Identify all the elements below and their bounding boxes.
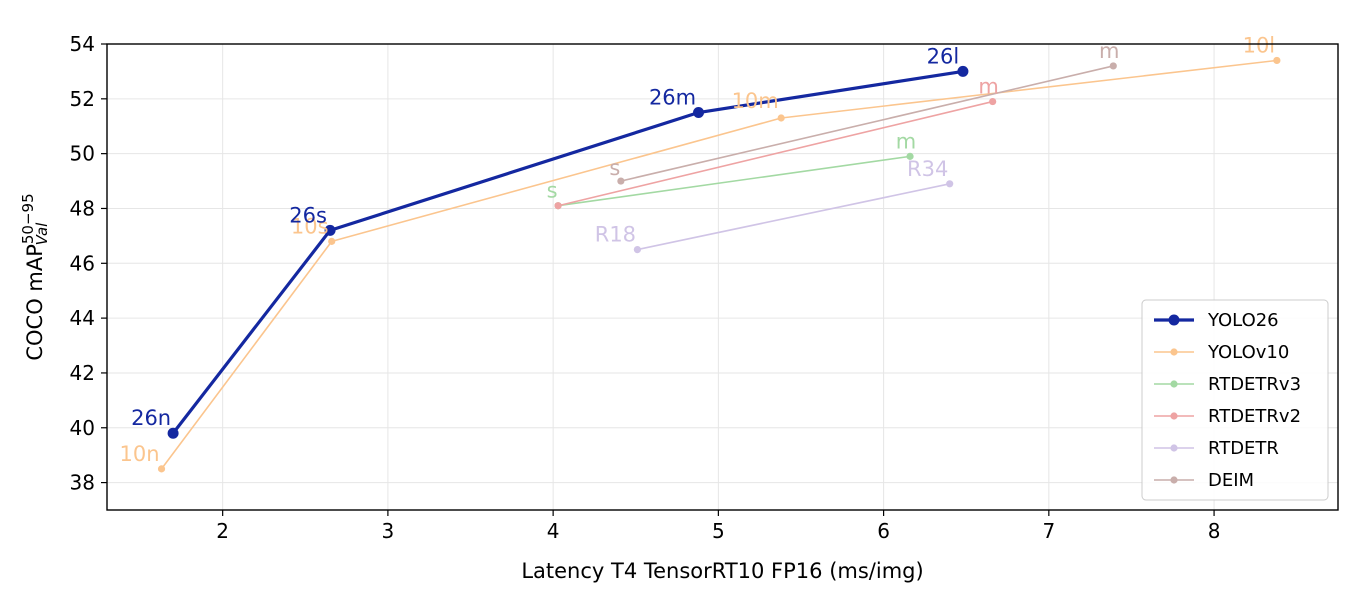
series-layer: [157, 56, 1281, 473]
point-label-yolo26-2: 26m: [649, 86, 696, 110]
legend-label-rtdetrv2: RTDETRv2: [1208, 406, 1301, 427]
data-point-yolo26-1: [324, 224, 336, 236]
legend-label-yolo26: YOLO26: [1207, 310, 1279, 331]
data-point-rtdetr-0: [633, 245, 642, 254]
point-label-rtdetrv2-1: m: [978, 75, 998, 99]
y-tick-label-40: 40: [70, 416, 95, 440]
data-point-rtdetrv2-0: [554, 202, 562, 210]
point-label-yolov10-0: 10n: [120, 442, 160, 466]
legend-marker-yolov10: [1170, 348, 1178, 356]
axes: 2 3 4 5 6 7 8 38 40 42 44 46 48 50 52 54 Latency T4 Tens…: [19, 32, 1339, 583]
series-line-yolo26: [171, 69, 965, 435]
legend-label-deim: DEIM: [1208, 470, 1254, 491]
point-label-yolov10-3: 10l: [1243, 33, 1276, 57]
y-tick-label-44: 44: [70, 306, 95, 330]
point-label-rtdetrv3-1: m: [896, 129, 916, 153]
legend-marker-rtdetr: [1170, 444, 1178, 452]
x-tick-label-6: 6: [877, 519, 890, 543]
y-tick-label-46: 46: [70, 251, 95, 275]
x-tick-label-5: 5: [712, 519, 725, 543]
point-label-yolov10-2: 10m: [732, 89, 779, 113]
x-tick-label-3: 3: [382, 519, 395, 543]
y-axis-label: COCO mAP50−95Val: [19, 193, 51, 360]
legend-marker-rtdetrv3: [1170, 380, 1178, 388]
x-tick-label-4: 4: [547, 519, 560, 543]
legend-marker-yolo26: [1168, 314, 1180, 326]
x-axis-label: Latency T4 TensorRT10 FP16 (ms/img): [521, 559, 923, 583]
y-tick-label-38: 38: [70, 471, 95, 495]
point-label-yolo26-0: 26n: [131, 406, 171, 430]
y-axis-label-superscript: 50−95: [19, 193, 37, 244]
legend-label-rtdetr: RTDETR: [1208, 438, 1279, 459]
data-point-yolo26-0: [167, 427, 179, 439]
y-tick-label-48: 48: [70, 196, 95, 220]
legend-label-rtdetrv3: RTDETRv3: [1208, 374, 1301, 395]
series-line-rtdetr: [636, 183, 951, 251]
series-line-rtdetrv2: [557, 100, 994, 207]
point-label-yolo26-3: 26l: [927, 44, 960, 68]
x-tick-label-8: 8: [1208, 519, 1221, 543]
legend-marker-deim: [1170, 476, 1178, 484]
legend-box: [1141, 299, 1329, 501]
y-tick-label-52: 52: [70, 87, 95, 111]
legend-label-yolov10: YOLOv10: [1207, 342, 1289, 363]
series-line-rtdetrv3: [557, 155, 911, 207]
data-point-rtdetrv3-1: [906, 152, 914, 160]
y-tick-label-54: 54: [70, 32, 95, 56]
point-label-rtdetr-0: R18: [595, 223, 636, 247]
grid-lines: [107, 43, 1338, 510]
data-point-rtdetrv2-1: [989, 97, 997, 106]
data-point-deim-0: [617, 177, 625, 185]
data-point-rtdetr-1: [946, 180, 954, 188]
data-point-yolov10-3: [1273, 56, 1281, 65]
y-tick-label-50: 50: [70, 142, 95, 166]
point-label-yolo26-1: 26s: [289, 203, 327, 227]
plot-frame: [106, 43, 1339, 511]
data-point-yolo26-3: [957, 65, 969, 77]
data-point-yolov10-2: [777, 114, 785, 122]
legend-marker-rtdetrv2: [1170, 412, 1178, 420]
data-point-yolo26-2: [693, 107, 705, 119]
point-label-yolov10-1: 10s: [291, 214, 329, 238]
x-tick-label-7: 7: [1042, 519, 1055, 543]
data-point-deim-1: [1109, 62, 1117, 70]
legend: YOLO26 YOLOv10 RTDETRv3 RTDETRv2 RTDETR DEIM: [1141, 299, 1329, 501]
y-axis-label-subscript: Val: [33, 222, 51, 245]
point-label-rtdetrv3-0: s: [547, 179, 558, 203]
data-point-yolov10-0: [157, 465, 166, 473]
x-tick-label-2: 2: [216, 519, 229, 543]
point-label-rtdetr-1: R34: [907, 157, 948, 181]
series-line-deim: [620, 65, 1115, 182]
data-point-yolov10-1: [328, 237, 336, 245]
y-axis-label-base: COCO mAP: [23, 244, 47, 361]
point-labels: 10n 10s 10m 10l s m m R18 R34 s m 26n 26s 26m 26l: [120, 33, 1276, 465]
point-label-deim-1: m: [1099, 39, 1119, 63]
point-label-deim-0: s: [609, 156, 620, 180]
series-line-yolov10: [160, 59, 1278, 470]
y-tick-label-42: 42: [70, 361, 95, 385]
